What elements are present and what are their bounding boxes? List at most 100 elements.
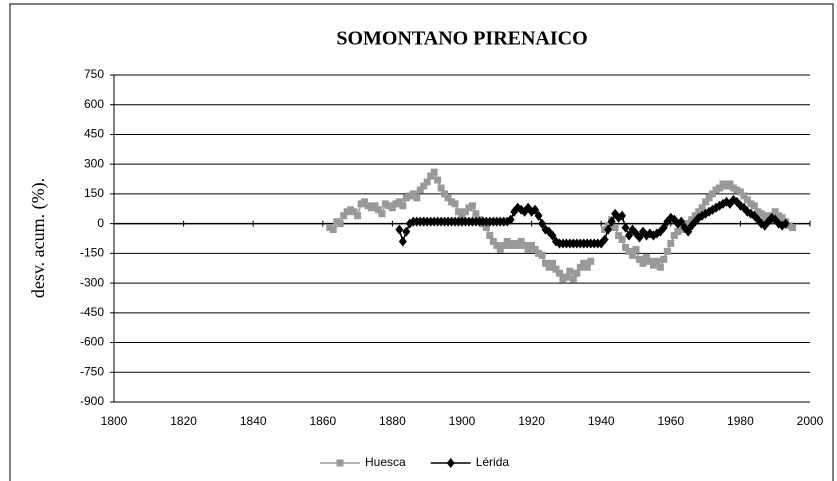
data-point: [416, 186, 424, 194]
data-point: [667, 239, 675, 247]
data-point: [451, 200, 459, 208]
data-point: [743, 196, 751, 204]
data-point: [538, 251, 546, 259]
x-tick-label: 2000: [797, 414, 824, 428]
data-point: [656, 263, 664, 271]
data-point: [517, 237, 525, 245]
data-point: [548, 230, 557, 241]
data-point: [506, 214, 515, 225]
data-point: [555, 269, 563, 277]
data-point: [461, 208, 469, 216]
data-point: [709, 190, 717, 198]
data-point: [493, 241, 501, 249]
data-point: [663, 247, 671, 255]
data-point: [569, 275, 577, 283]
data-point: [434, 176, 442, 184]
data-point: [789, 224, 797, 232]
y-tick-label: -900: [80, 394, 104, 408]
data-point: [698, 204, 706, 212]
data-point: [402, 226, 411, 237]
data-point: [566, 267, 574, 275]
data-point: [430, 168, 438, 176]
data-point: [625, 230, 634, 241]
data-point: [378, 210, 386, 218]
data-point: [576, 263, 584, 271]
data-point: [670, 232, 678, 240]
x-tick-label: 1960: [657, 414, 684, 428]
data-point: [726, 180, 734, 188]
data-point: [398, 236, 407, 247]
data-point: [514, 241, 522, 249]
data-point: [757, 210, 765, 218]
data-point: [423, 178, 431, 186]
data-point: [503, 237, 511, 245]
data-point: [695, 208, 703, 216]
data-point: [531, 204, 540, 215]
data-point: [531, 245, 539, 253]
data-point: [413, 194, 421, 202]
data-point: [660, 255, 668, 263]
data-point: [545, 263, 553, 271]
legend-marker: [446, 458, 455, 468]
x-tick-label: 1900: [449, 414, 476, 428]
y-tick-label: 450: [84, 127, 104, 141]
data-point: [354, 212, 362, 220]
data-point: [374, 206, 382, 214]
data-point: [409, 190, 417, 198]
data-point: [524, 245, 532, 253]
data-point: [621, 222, 630, 233]
data-point: [427, 172, 435, 180]
y-tick-label: -450: [80, 305, 104, 319]
data-point: [548, 259, 556, 267]
x-tick-label: 1820: [170, 414, 197, 428]
data-point: [618, 235, 626, 243]
x-tick-label: 1980: [727, 414, 754, 428]
data-point: [468, 202, 476, 210]
data-point: [552, 265, 560, 273]
y-axis-label: desv. acum. (%).: [28, 178, 49, 298]
data-point: [691, 212, 699, 220]
data-point: [371, 202, 379, 210]
data-point: [646, 257, 654, 265]
data-point: [562, 273, 570, 281]
y-tick-label: 0: [97, 216, 104, 230]
data-point: [622, 243, 630, 251]
data-point: [642, 253, 650, 261]
data-point: [583, 263, 591, 271]
x-tick-label: 1840: [240, 414, 267, 428]
data-point: [489, 237, 497, 245]
y-tick-label: -300: [80, 275, 104, 289]
x-tick-label: 1860: [309, 414, 336, 428]
data-point: [781, 218, 790, 229]
data-point: [538, 218, 547, 229]
data-point: [677, 216, 686, 227]
data-point: [639, 259, 647, 267]
y-tick-label: 300: [84, 156, 104, 170]
data-point: [659, 222, 668, 233]
data-point: [604, 224, 613, 235]
data-point: [361, 198, 369, 206]
data-point: [684, 226, 693, 237]
y-tick-label: -600: [80, 335, 104, 349]
data-point: [618, 210, 627, 221]
data-point: [500, 241, 508, 249]
y-tick-label: -750: [80, 364, 104, 378]
data-point: [629, 251, 637, 259]
data-point: [437, 184, 445, 192]
data-point: [496, 245, 504, 253]
data-point: [635, 232, 644, 243]
data-point: [778, 214, 786, 222]
y-tick-label: 600: [84, 97, 104, 111]
data-point: [329, 226, 337, 234]
data-point: [632, 245, 640, 253]
x-tick-label: 1920: [518, 414, 545, 428]
data-point: [649, 261, 657, 269]
x-tick-label: 1940: [588, 414, 615, 428]
data-point: [542, 259, 550, 267]
data-point: [420, 182, 428, 190]
data-point: [607, 216, 616, 227]
data-point: [472, 210, 480, 218]
x-tick-label: 1880: [379, 414, 406, 428]
data-point: [573, 269, 581, 277]
data-point: [441, 190, 449, 198]
